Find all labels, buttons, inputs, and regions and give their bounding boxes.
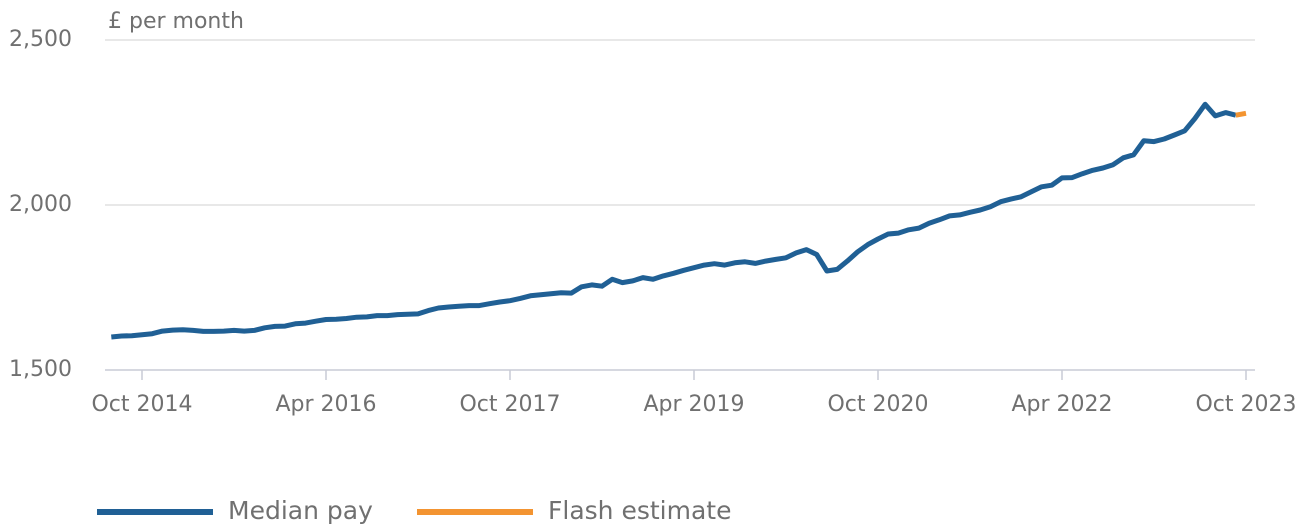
x-tick-label: Apr 2016 bbox=[275, 392, 376, 417]
x-tick-label: Oct 2020 bbox=[827, 392, 928, 417]
y-tick-label: 2,000 bbox=[9, 192, 72, 217]
x-tick-label: Oct 2014 bbox=[91, 392, 192, 417]
x-tick-label: Apr 2019 bbox=[643, 392, 744, 417]
legend-label: Median pay bbox=[228, 496, 373, 525]
y-tick-label: 1,500 bbox=[9, 357, 72, 382]
legend-label: Flash estimate bbox=[548, 496, 731, 525]
y-axis-label: £ per month bbox=[108, 9, 244, 34]
line bbox=[1235, 110, 1247, 118]
y-tick-label: 2,500 bbox=[9, 27, 72, 52]
x-tick-label: Oct 2023 bbox=[1195, 392, 1296, 417]
x-tick-label: Oct 2017 bbox=[459, 392, 560, 417]
line bbox=[111, 101, 1237, 340]
x-tick-label: Apr 2022 bbox=[1011, 392, 1112, 417]
